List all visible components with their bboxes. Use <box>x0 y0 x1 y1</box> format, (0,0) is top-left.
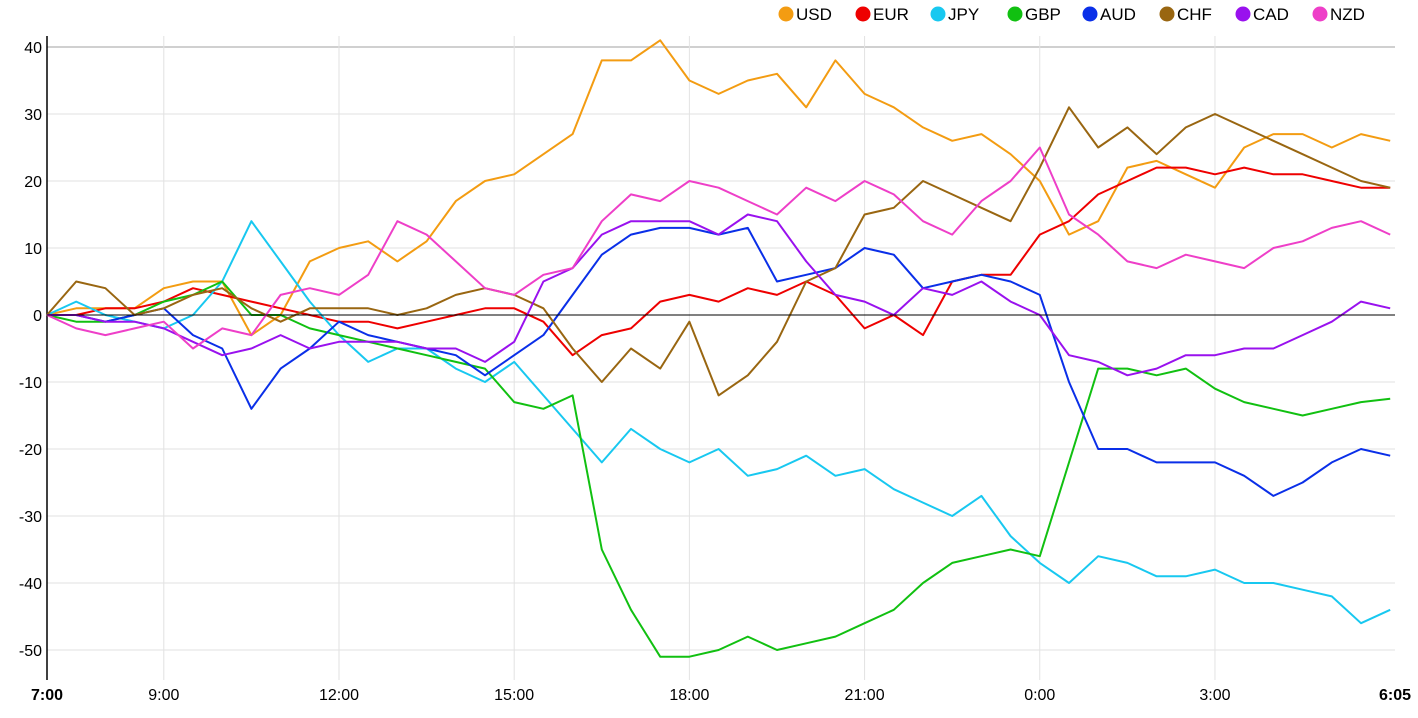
y-tick-label: 40 <box>24 40 42 57</box>
legend-label: AUD <box>1100 5 1136 24</box>
legend-swatch-icon <box>1159 6 1175 22</box>
x-tick-label: 15:00 <box>494 687 534 704</box>
x-tick-label: 7:00 <box>31 687 63 704</box>
y-tick-label: -10 <box>19 375 42 392</box>
legend-swatch-icon <box>1235 6 1251 22</box>
x-axis: 7:00 9:00 12:00 15:00 18:00 21:00 0:00 3:00 6:05 <box>31 687 1411 704</box>
legend-item-aud: AUD <box>1082 5 1136 24</box>
y-tick-label: -20 <box>19 442 42 459</box>
series-line-chf <box>46 106 1391 397</box>
y-tick-label: -50 <box>19 643 42 660</box>
x-tick-label: 9:00 <box>148 687 179 704</box>
legend-item-gbp: GBP <box>1007 5 1061 24</box>
x-tick-label: 18:00 <box>669 687 709 704</box>
y-tick-label: 0 <box>33 308 42 325</box>
y-axis: -50 -40 -30 -20 -10 0 10 20 30 40 <box>19 36 48 680</box>
series-line-jpy <box>46 220 1391 625</box>
legend-label: CAD <box>1253 5 1289 24</box>
series-line-aud <box>47 226 1391 497</box>
series-line-eur <box>47 166 1391 357</box>
x-tick-label: 21:00 <box>845 687 885 704</box>
legend-item-eur: EUR <box>855 5 909 24</box>
legend: USD EUR JPY GBP AUD CHF CAD NZD <box>778 5 1365 24</box>
x-tick-label: 0:00 <box>1024 687 1055 704</box>
y-tick-label: 20 <box>24 174 42 191</box>
y-tick-label: -30 <box>19 509 42 526</box>
x-tick-label: 6:05 <box>1379 687 1411 704</box>
series-line-usd <box>46 39 1391 337</box>
x-tick-label: 3:00 <box>1199 687 1230 704</box>
legend-item-nzd: NZD <box>1312 5 1365 24</box>
series-line-gbp <box>46 280 1391 658</box>
legend-label: JPY <box>948 5 979 24</box>
legend-swatch-icon <box>855 6 871 22</box>
grid <box>47 36 1395 680</box>
legend-label: NZD <box>1330 5 1365 24</box>
x-tick-label: 12:00 <box>319 687 359 704</box>
legend-swatch-icon <box>778 6 794 22</box>
series-line-nzd <box>46 146 1391 350</box>
legend-label: GBP <box>1025 5 1061 24</box>
legend-label: USD <box>796 5 832 24</box>
legend-swatch-icon <box>930 6 946 22</box>
legend-item-usd: USD <box>778 5 832 24</box>
series-lines <box>46 39 1395 658</box>
legend-item-jpy: JPY <box>930 5 979 24</box>
legend-item-chf: CHF <box>1159 5 1212 24</box>
series-line-cad <box>47 213 1391 377</box>
y-tick-label: 30 <box>24 107 42 124</box>
legend-label: CHF <box>1177 5 1212 24</box>
y-tick-label: 10 <box>24 241 42 258</box>
legend-label: EUR <box>873 5 909 24</box>
legend-swatch-icon <box>1082 6 1098 22</box>
legend-swatch-icon <box>1312 6 1328 22</box>
y-tick-label: -40 <box>19 576 42 593</box>
legend-item-cad: CAD <box>1235 5 1289 24</box>
legend-swatch-icon <box>1007 6 1023 22</box>
